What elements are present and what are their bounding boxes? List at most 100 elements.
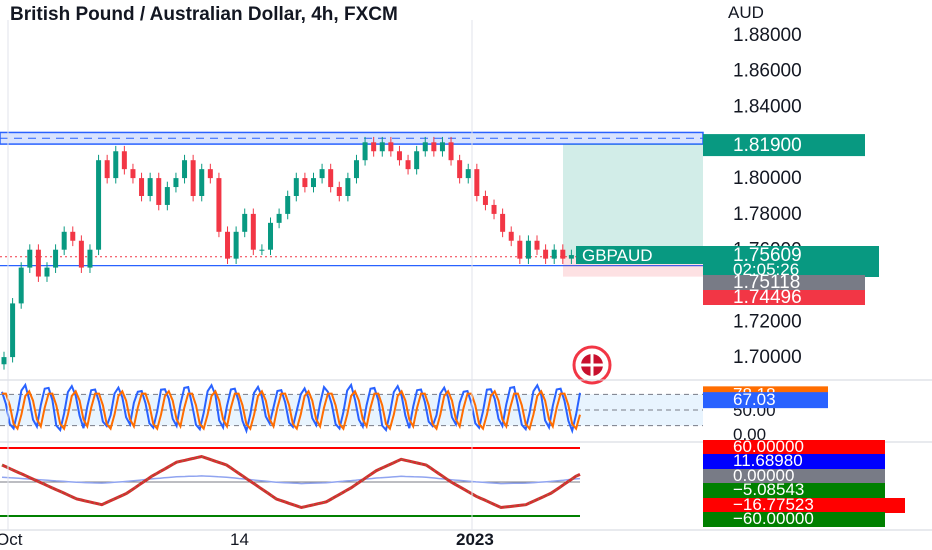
support-price-label: 1.75118 (733, 272, 800, 293)
candle[interactable] (457, 160, 463, 179)
candle[interactable] (551, 249, 557, 259)
candle[interactable] (543, 249, 549, 259)
osc-value-tag[interactable] (703, 469, 885, 484)
candle[interactable] (371, 142, 377, 152)
candle[interactable] (293, 178, 299, 196)
candle[interactable] (302, 178, 308, 188)
target-price-tag[interactable] (703, 134, 865, 157)
candle[interactable] (396, 151, 402, 161)
x-tick-label: 14 (230, 530, 249, 549)
target-zone[interactable] (563, 144, 703, 257)
candle[interactable] (53, 249, 59, 268)
candle[interactable] (70, 231, 76, 241)
candle[interactable] (10, 303, 16, 358)
candle[interactable] (328, 169, 334, 188)
candle[interactable] (87, 249, 93, 268)
candle[interactable] (276, 213, 282, 223)
target-price-label: 1.81900 (733, 135, 802, 156)
candle[interactable] (18, 267, 24, 304)
stoch-tick: 0.00 (733, 425, 766, 444)
candle[interactable] (508, 231, 514, 241)
osc-value-tag[interactable] (703, 440, 885, 455)
symbol-tag[interactable] (576, 246, 704, 264)
x-tick-label: Oct (0, 530, 23, 549)
candle[interactable] (465, 169, 471, 179)
candle[interactable] (164, 187, 170, 205)
last-price-tag[interactable] (703, 246, 879, 277)
candle[interactable] (121, 151, 127, 170)
symbol-label: GBPAUD (582, 246, 653, 265)
y-tick-label: 1.70000 (733, 347, 802, 368)
candle[interactable] (225, 231, 231, 259)
candle[interactable] (250, 213, 256, 250)
stoch-d-tag[interactable] (703, 392, 828, 409)
stop-price-tag[interactable] (703, 290, 865, 305)
osc-value-label: −5.08543 (733, 480, 804, 499)
candle[interactable] (336, 187, 342, 196)
support-price-tag[interactable] (703, 275, 865, 290)
candle[interactable] (207, 169, 213, 179)
candle[interactable] (405, 160, 411, 170)
y-tick-label: 1.80000 (733, 168, 802, 189)
osc-value-label: 0.00000 (733, 466, 794, 485)
y-tick-label: 1.86000 (733, 61, 802, 82)
osc-value-tag[interactable] (703, 498, 905, 513)
candle[interactable] (44, 267, 50, 277)
candle[interactable] (482, 196, 488, 205)
candle[interactable] (560, 249, 566, 259)
candle[interactable] (431, 142, 437, 152)
candle[interactable] (190, 160, 196, 196)
y-tick-label: 1.78000 (733, 204, 802, 225)
osc-value-tag[interactable] (703, 483, 885, 498)
candle[interactable] (388, 142, 394, 152)
candle[interactable] (517, 240, 523, 259)
candle[interactable] (182, 160, 188, 179)
osc-value-label: 11.68980 (733, 451, 803, 470)
osc-value-tag[interactable] (703, 512, 885, 527)
x-tick-label: 2023 (456, 530, 494, 549)
osc-signal-line (1, 475, 581, 485)
stoch-d-value: 67.03 (733, 390, 776, 409)
candle[interactable] (104, 160, 110, 179)
candle[interactable] (500, 213, 506, 232)
candle[interactable] (568, 255, 574, 259)
candle[interactable] (96, 160, 102, 250)
candle[interactable] (199, 169, 205, 196)
candle[interactable] (233, 231, 239, 259)
candle[interactable] (379, 142, 385, 152)
candle[interactable] (216, 178, 222, 232)
candle[interactable] (534, 240, 540, 250)
last-price-label: 1.75609 (733, 245, 802, 266)
candle[interactable] (268, 222, 274, 250)
candle[interactable] (113, 151, 119, 179)
candle[interactable] (242, 213, 248, 232)
candle[interactable] (156, 178, 162, 205)
candle[interactable] (130, 169, 136, 179)
y-tick-label: 1.88000 (733, 25, 802, 46)
candle[interactable] (139, 178, 145, 196)
candle[interactable] (491, 204, 497, 214)
candle[interactable] (353, 160, 359, 179)
candle[interactable] (27, 249, 33, 268)
candle[interactable] (147, 178, 153, 196)
candle[interactable] (78, 240, 84, 268)
candle[interactable] (1, 357, 7, 365)
candle[interactable] (414, 151, 420, 170)
candle[interactable] (422, 142, 428, 152)
candle[interactable] (173, 178, 179, 188)
osc-value-tag[interactable] (703, 454, 885, 469)
candle[interactable] (345, 178, 351, 196)
candle[interactable] (259, 249, 265, 251)
candle[interactable] (474, 169, 480, 196)
candle[interactable] (285, 196, 291, 214)
candle[interactable] (35, 249, 41, 277)
candle[interactable] (362, 142, 368, 161)
candle[interactable] (310, 178, 316, 188)
candle[interactable] (448, 142, 454, 161)
candle[interactable] (319, 169, 325, 179)
osc-main-line (1, 454, 581, 510)
candle[interactable] (525, 240, 531, 259)
candle[interactable] (61, 231, 67, 250)
candle[interactable] (439, 142, 445, 152)
